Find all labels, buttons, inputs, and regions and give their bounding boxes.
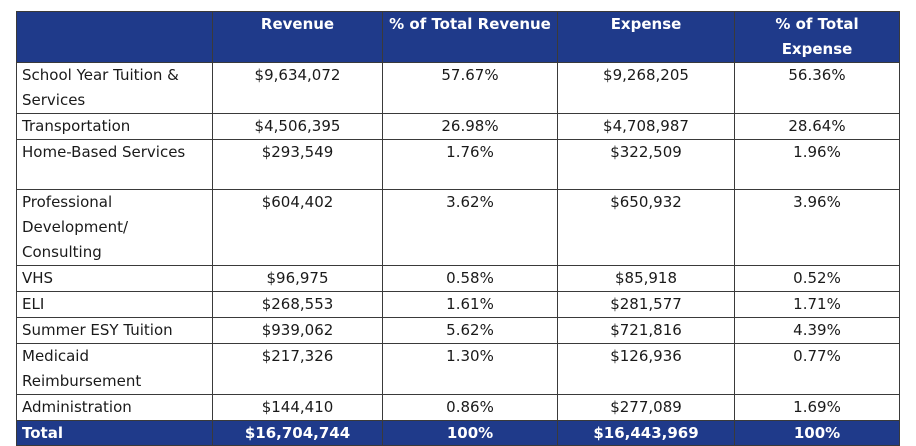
cell-category: ELI [16, 291, 213, 318]
header-expense: Expense [557, 11, 735, 63]
header-expense-pct: % of Total Expense [734, 11, 900, 63]
cell-revenue-pct: 0.58% [382, 265, 558, 292]
total-cell-revenue-pct: 100% [382, 420, 558, 446]
header-revenue-pct: % of Total Revenue [382, 11, 558, 63]
cell-revenue: $268,553 [212, 291, 383, 318]
table-row: Home-Based Services $293,549 1.76% $322,509… [16, 139, 900, 190]
cell-category: School Year Tuition & Services [16, 62, 213, 114]
cell-category: Home-Based Services [16, 139, 213, 190]
financial-table-container: Revenue % of Total Revenue Expense % of … [16, 11, 900, 446]
cell-expense: $9,268,205 [557, 62, 735, 114]
table-row: Administration $144,410 0.86% $277,089 1.69% [16, 394, 900, 421]
cell-expense: $277,089 [557, 394, 735, 421]
table-row: Transportation $4,506,395 26.98% $4,708,987… [16, 113, 900, 140]
cell-revenue: $4,506,395 [212, 113, 383, 140]
cell-revenue: $9,634,072 [212, 62, 383, 114]
header-row: Revenue % of Total Revenue Expense % of … [16, 11, 900, 63]
cell-expense: $85,918 [557, 265, 735, 292]
cell-revenue: $96,975 [212, 265, 383, 292]
cell-expense-pct: 28.64% [734, 113, 900, 140]
total-cell-expense: $16,443,969 [557, 420, 735, 446]
cell-revenue: $604,402 [212, 189, 383, 266]
cell-expense-pct: 1.69% [734, 394, 900, 421]
cell-revenue-pct: 1.61% [382, 291, 558, 318]
cell-revenue-pct: 1.30% [382, 343, 558, 395]
cell-revenue: $217,326 [212, 343, 383, 395]
cell-category: Administration [16, 394, 213, 421]
cell-expense: $281,577 [557, 291, 735, 318]
table-row: Medicaid Reimbursement $217,326 1.30% $126,… [16, 343, 900, 395]
cell-expense-pct: 1.71% [734, 291, 900, 318]
cell-expense: $322,509 [557, 139, 735, 190]
cell-expense-pct: 56.36% [734, 62, 900, 114]
cell-revenue-pct: 5.62% [382, 317, 558, 344]
cell-category: VHS [16, 265, 213, 292]
table-row: VHS $96,975 0.58% $85,918 0.52% [16, 265, 900, 292]
total-cell-expense-pct: 100% [734, 420, 900, 446]
cell-expense: $4,708,987 [557, 113, 735, 140]
cell-expense: $721,816 [557, 317, 735, 344]
cell-expense-pct: 4.39% [734, 317, 900, 344]
cell-revenue-pct: 0.86% [382, 394, 558, 421]
total-row: Total $16,704,744 100% $16,443,969 100% [16, 420, 900, 446]
cell-category: Professional Development/ Consulting [16, 189, 213, 266]
cell-expense-pct: 1.96% [734, 139, 900, 190]
cell-revenue: $939,062 [212, 317, 383, 344]
cell-revenue-pct: 26.98% [382, 113, 558, 140]
header-category [16, 11, 213, 63]
header-revenue: Revenue [212, 11, 383, 63]
cell-revenue-pct: 57.67% [382, 62, 558, 114]
cell-category: Medicaid Reimbursement [16, 343, 213, 395]
table-row: Professional Development/ Consulting $604… [16, 189, 900, 266]
table-row: ELI $268,553 1.61% $281,577 1.71% [16, 291, 900, 318]
total-cell-category: Total [16, 420, 213, 446]
table-row: Summer ESY Tuition $939,062 5.62% $721,816 4… [16, 317, 900, 344]
table-row: School Year Tuition & Services $9,634,072… [16, 62, 900, 114]
cell-revenue-pct: 1.76% [382, 139, 558, 190]
table-body: School Year Tuition & Services $9,634,072… [16, 62, 900, 446]
cell-expense: $126,936 [557, 343, 735, 395]
cell-category: Transportation [16, 113, 213, 140]
cell-revenue-pct: 3.62% [382, 189, 558, 266]
cell-expense-pct: 3.96% [734, 189, 900, 266]
cell-expense-pct: 0.52% [734, 265, 900, 292]
cell-expense: $650,932 [557, 189, 735, 266]
total-cell-revenue: $16,704,744 [212, 420, 383, 446]
cell-category: Summer ESY Tuition [16, 317, 213, 344]
cell-revenue: $293,549 [212, 139, 383, 190]
revenue-expense-table: Revenue % of Total Revenue Expense % of … [16, 11, 900, 446]
cell-revenue: $144,410 [212, 394, 383, 421]
cell-expense-pct: 0.77% [734, 343, 900, 395]
